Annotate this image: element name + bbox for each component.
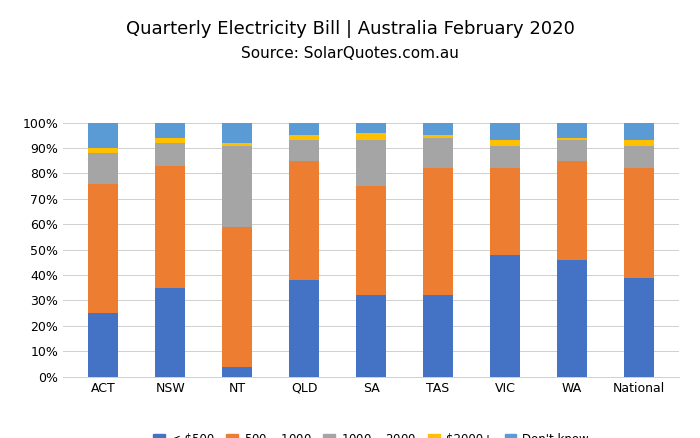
Bar [155,166,186,288]
Bar [289,135,319,141]
Bar [289,123,319,135]
Bar [423,138,453,168]
Bar [88,184,118,313]
Bar [222,143,252,145]
Bar [88,148,118,153]
Bar [88,313,118,377]
Bar [155,138,186,143]
Bar [356,186,386,295]
Bar [423,135,453,138]
Bar [556,161,587,260]
Text: Source: SolarQuotes.com.au: Source: SolarQuotes.com.au [241,46,459,61]
Bar [624,141,654,145]
Bar [490,168,520,255]
Bar [155,123,186,138]
Text: Quarterly Electricity Bill | Australia February 2020: Quarterly Electricity Bill | Australia F… [125,20,575,38]
Bar [289,141,319,161]
Bar [556,123,587,138]
Bar [88,123,118,148]
Bar [423,295,453,377]
Bar [423,168,453,295]
Bar [490,141,520,145]
Bar [490,145,520,168]
Bar [624,168,654,278]
Bar [624,123,654,141]
Bar [356,123,386,133]
Bar [624,278,654,377]
Bar [356,141,386,186]
Bar [222,367,252,377]
Bar [289,161,319,280]
Bar [556,138,587,141]
Bar [222,227,252,367]
Bar [356,295,386,377]
Legend: < $500, $500 - $1000, $1000- $2000, $2000+, Don't know: < $500, $500 - $1000, $1000- $2000, $200… [148,428,594,438]
Bar [556,260,587,377]
Bar [155,288,186,377]
Bar [222,123,252,143]
Bar [356,133,386,141]
Bar [155,143,186,166]
Bar [490,255,520,377]
Bar [624,145,654,168]
Bar [222,145,252,227]
Bar [490,123,520,141]
Bar [423,123,453,135]
Bar [88,153,118,184]
Bar [556,141,587,161]
Bar [289,280,319,377]
